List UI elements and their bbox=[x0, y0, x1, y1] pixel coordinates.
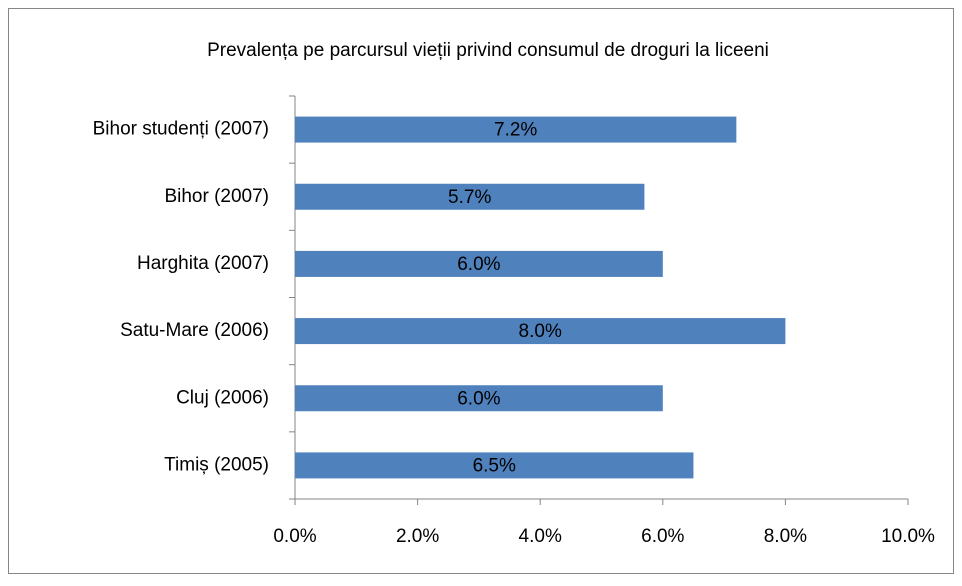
y-tick-label: Satu-Mare (2006) bbox=[120, 320, 269, 341]
x-tick-label: 2.0% bbox=[396, 526, 439, 547]
chart-border bbox=[8, 8, 954, 574]
bar bbox=[295, 318, 786, 345]
chart-title: Prevalența pe parcursul vieții privind c… bbox=[207, 40, 769, 61]
value-label: 7.2% bbox=[494, 120, 537, 141]
value-label: 6.0% bbox=[457, 254, 500, 275]
value-label: 8.0% bbox=[519, 321, 562, 342]
y-tick-label: Bihor studenți (2007) bbox=[93, 119, 269, 140]
x-tick-label: 8.0% bbox=[764, 526, 807, 547]
x-tick-label: 0.0% bbox=[273, 526, 316, 547]
x-tick-label: 4.0% bbox=[519, 526, 562, 547]
bar bbox=[295, 183, 645, 210]
y-tick-label: Bihor (2007) bbox=[164, 186, 269, 207]
x-tick-label: 10.0% bbox=[881, 526, 935, 547]
value-label: 6.5% bbox=[473, 455, 516, 476]
value-label: 5.7% bbox=[448, 187, 491, 208]
bar bbox=[295, 452, 694, 479]
value-label: 6.0% bbox=[457, 388, 500, 409]
x-tick-label: 6.0% bbox=[641, 526, 684, 547]
bar bbox=[295, 250, 663, 277]
bar bbox=[295, 116, 737, 143]
y-tick-label: Harghita (2007) bbox=[137, 253, 269, 274]
y-tick-label: Cluj (2006) bbox=[176, 387, 269, 408]
y-tick-label: Timiș (2005) bbox=[164, 454, 269, 475]
bar bbox=[295, 385, 663, 412]
